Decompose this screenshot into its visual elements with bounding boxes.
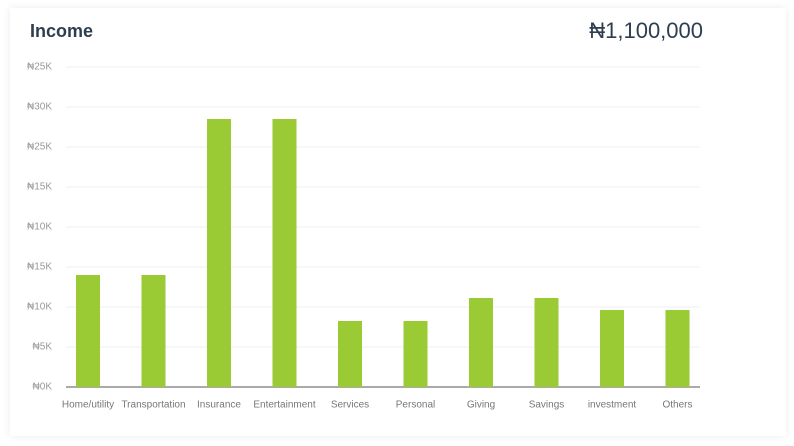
- bar: [600, 310, 624, 387]
- bar: [403, 321, 428, 387]
- x-tick-label: Others: [662, 400, 692, 411]
- bar: [338, 321, 362, 387]
- bar: [469, 298, 493, 387]
- x-tick-label: Personal: [396, 400, 435, 411]
- y-tick-label: ₦15K: [27, 182, 52, 193]
- bar: [207, 119, 231, 387]
- y-tick-label: ₦10K: [27, 222, 52, 233]
- total: ₦1,100,000: [589, 18, 703, 43]
- x-tick-label: Entertainment: [253, 400, 315, 411]
- y-tick-label: ₦5K: [33, 342, 53, 353]
- x-tick-label: Home/utility: [62, 400, 114, 411]
- x-tick-label: Insurance: [197, 400, 241, 411]
- card: [10, 8, 786, 436]
- x-tick-label: investment: [588, 400, 637, 411]
- bar: [76, 275, 100, 387]
- y-tick-label: ₦0K: [33, 382, 53, 393]
- x-tick-label: Transportation: [121, 400, 185, 411]
- bar: [272, 119, 297, 387]
- x-tick-label: Services: [331, 400, 369, 411]
- bar: [141, 275, 166, 387]
- y-tick-label: ₦15K: [27, 262, 52, 273]
- x-tick-label: Giving: [467, 400, 495, 411]
- bar: [534, 298, 559, 387]
- chart-title: Income: [30, 21, 93, 41]
- y-tick-label: ₦10K: [27, 302, 52, 313]
- x-tick-label: Savings: [529, 400, 565, 411]
- y-tick-label: ₦25K: [27, 62, 52, 73]
- y-tick-label: ₦25K: [27, 142, 52, 153]
- y-tick-label: ₦30K: [27, 102, 52, 113]
- bar: [665, 310, 690, 387]
